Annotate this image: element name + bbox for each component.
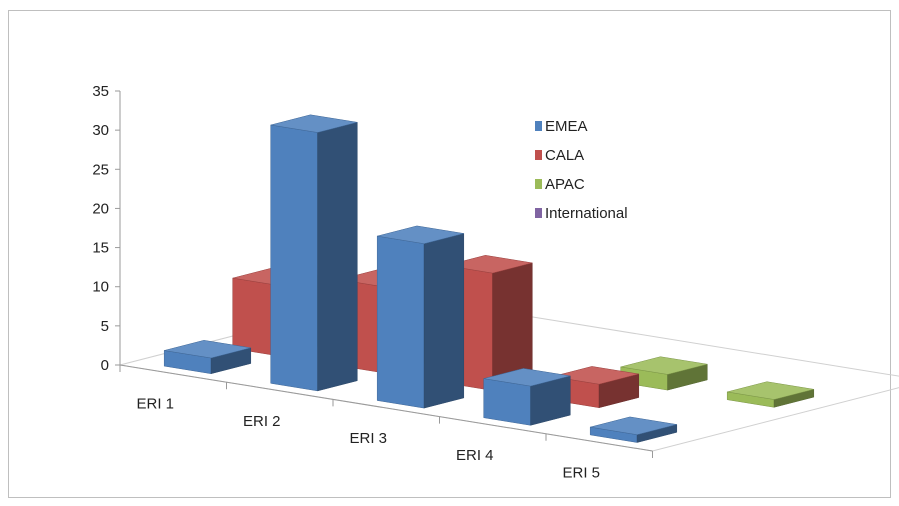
bar-top-face	[483, 368, 571, 387]
y-tick-label: 25	[92, 161, 109, 178]
legend-label: APAC	[545, 176, 585, 193]
bar-top-face	[377, 225, 464, 244]
legend-swatch	[535, 179, 542, 189]
bar	[270, 114, 358, 392]
y-tick-label: 5	[101, 318, 109, 335]
y-tick-label: 10	[92, 279, 109, 296]
legend-label: International	[545, 205, 628, 222]
bar-top-face	[270, 114, 358, 133]
x-tick-label: ERI 5	[562, 464, 600, 481]
x-axis-line	[119, 364, 653, 452]
x-tick-label: ERI 4	[456, 447, 494, 464]
legend-label: CALA	[545, 147, 584, 164]
bar-top-face	[727, 381, 814, 400]
legend-swatch	[535, 208, 542, 218]
y-tick-label: 15	[92, 240, 109, 257]
legend-swatch	[535, 121, 542, 131]
bar-top-face	[445, 255, 533, 274]
axes-layer: 0 5 10 15 20 25 30 35 ERI 1 ERI 2 ERI 3 ERI 4 ERI 5	[92, 83, 899, 481]
bar-top-face	[620, 356, 708, 375]
y-tick-label: 35	[92, 83, 109, 100]
bar-top-face	[164, 340, 251, 359]
x-tick-label: ERI 3	[349, 430, 387, 447]
legend-label: EMEA	[545, 118, 588, 135]
y-tick-label: 0	[101, 357, 109, 374]
y-tick-label: 30	[92, 122, 109, 139]
legend-swatch	[535, 150, 542, 160]
bar-side-face	[423, 233, 465, 409]
bars-layer	[163, 114, 815, 443]
legend: EMEA CALA APAC International	[535, 118, 628, 222]
bar-top-face	[552, 366, 639, 385]
bar-front-face	[483, 378, 531, 426]
bar-top-face	[590, 416, 677, 435]
bar	[163, 340, 252, 375]
bar	[726, 381, 815, 408]
bar	[483, 368, 571, 426]
bar	[376, 225, 465, 409]
bar-front-face	[270, 124, 318, 392]
bar-front-face	[376, 235, 425, 409]
y-tick-label: 20	[92, 200, 109, 217]
x-tick-label: ERI 2	[243, 413, 281, 430]
x-tick-label: ERI 1	[136, 396, 174, 413]
bar-side-face	[317, 121, 358, 392]
bar	[589, 416, 678, 443]
